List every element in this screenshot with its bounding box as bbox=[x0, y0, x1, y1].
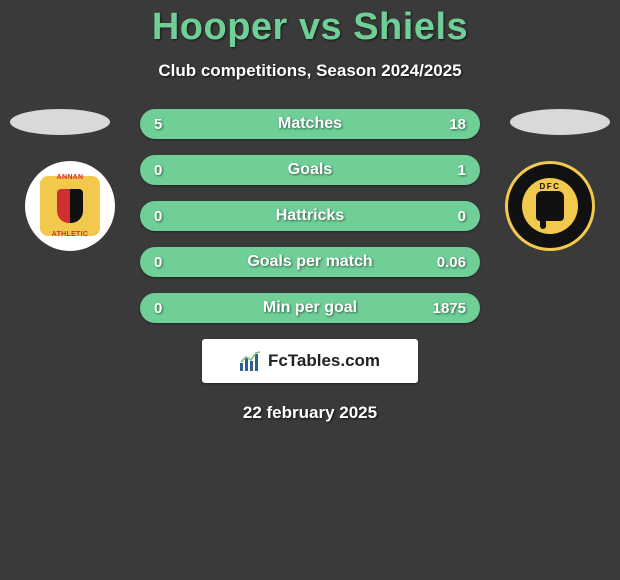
annan-text-top: ANNAN bbox=[57, 174, 84, 181]
left-ellipse-shadow bbox=[10, 109, 110, 135]
stat-right-value: 0.06 bbox=[437, 254, 466, 271]
stat-row-matches: 5 Matches 18 bbox=[140, 109, 480, 139]
stat-right-value: 1875 bbox=[433, 300, 466, 317]
comparison-card: Hooper vs Shiels Club competitions, Seas… bbox=[0, 0, 620, 580]
content: ANNAN ATHLETIC DFC 5 Matches 18 0 Goals … bbox=[0, 109, 620, 423]
stat-rows: 5 Matches 18 0 Goals 1 0 Hattricks 0 0 G… bbox=[140, 109, 480, 323]
subtitle: Club competitions, Season 2024/2025 bbox=[0, 61, 620, 81]
page-title: Hooper vs Shiels bbox=[0, 0, 620, 49]
stat-label: Min per goal bbox=[263, 299, 357, 317]
stat-row-hattricks: 0 Hattricks 0 bbox=[140, 201, 480, 231]
fctables-logo: FcTables.com bbox=[202, 339, 418, 383]
stat-label: Goals bbox=[288, 161, 332, 179]
stat-left-value: 0 bbox=[154, 208, 162, 225]
stat-left-value: 0 bbox=[154, 162, 162, 179]
stat-row-goals-per-match: 0 Goals per match 0.06 bbox=[140, 247, 480, 277]
dumbarton-crest-inner: DFC bbox=[522, 178, 578, 234]
stat-left-value: 5 bbox=[154, 116, 162, 133]
annan-shield-icon bbox=[57, 189, 83, 223]
stat-label: Goals per match bbox=[247, 253, 372, 271]
annan-crest-inner: ANNAN ATHLETIC bbox=[40, 176, 100, 236]
bars-icon bbox=[240, 351, 262, 371]
stat-row-goals: 0 Goals 1 bbox=[140, 155, 480, 185]
stat-left-value: 0 bbox=[154, 300, 162, 317]
annan-text-bottom: ATHLETIC bbox=[52, 231, 89, 238]
stat-row-min-per-goal: 0 Min per goal 1875 bbox=[140, 293, 480, 323]
right-ellipse-shadow bbox=[510, 109, 610, 135]
stat-left-value: 0 bbox=[154, 254, 162, 271]
right-club-crest: DFC bbox=[505, 161, 595, 251]
stat-label: Matches bbox=[278, 115, 342, 133]
date-text: 22 february 2025 bbox=[0, 403, 620, 423]
stat-right-value: 18 bbox=[449, 116, 466, 133]
dumbarton-text: DFC bbox=[540, 182, 561, 191]
brand-text: FcTables.com bbox=[268, 351, 380, 371]
stat-right-value: 1 bbox=[458, 162, 466, 179]
elephant-icon bbox=[536, 191, 564, 221]
stat-label: Hattricks bbox=[276, 207, 344, 225]
stat-right-value: 0 bbox=[458, 208, 466, 225]
left-club-crest: ANNAN ATHLETIC bbox=[25, 161, 115, 251]
